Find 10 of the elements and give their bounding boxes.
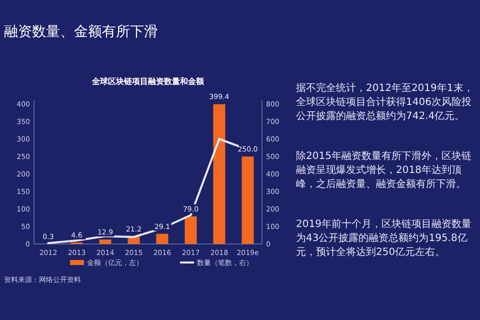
text: 除2015年融资数量有所下滑外，区块链融资呈现爆发式增长，2018年达到顶峰，之后融资量、融资金额有所下滑。	[296, 150, 472, 192]
bar	[242, 156, 254, 244]
chart-title: 全球区块链项目融资数量和金额	[91, 77, 205, 86]
text: 融资数量、金额有所下滑	[4, 24, 158, 40]
bar	[156, 234, 168, 244]
bar	[184, 216, 197, 244]
text: 2019年前十个月，区块链项目融资数量为43公开披露的融资总额约为195.8亿元，预计全将达到250亿元左右。	[296, 218, 472, 260]
text: 据不完全统计，2012年至2019年1末，全球区块链项目合计获得1406次风险投公开披露的融资总额约为742.4亿元。	[296, 82, 474, 124]
bar	[213, 104, 226, 244]
bar	[99, 239, 112, 244]
